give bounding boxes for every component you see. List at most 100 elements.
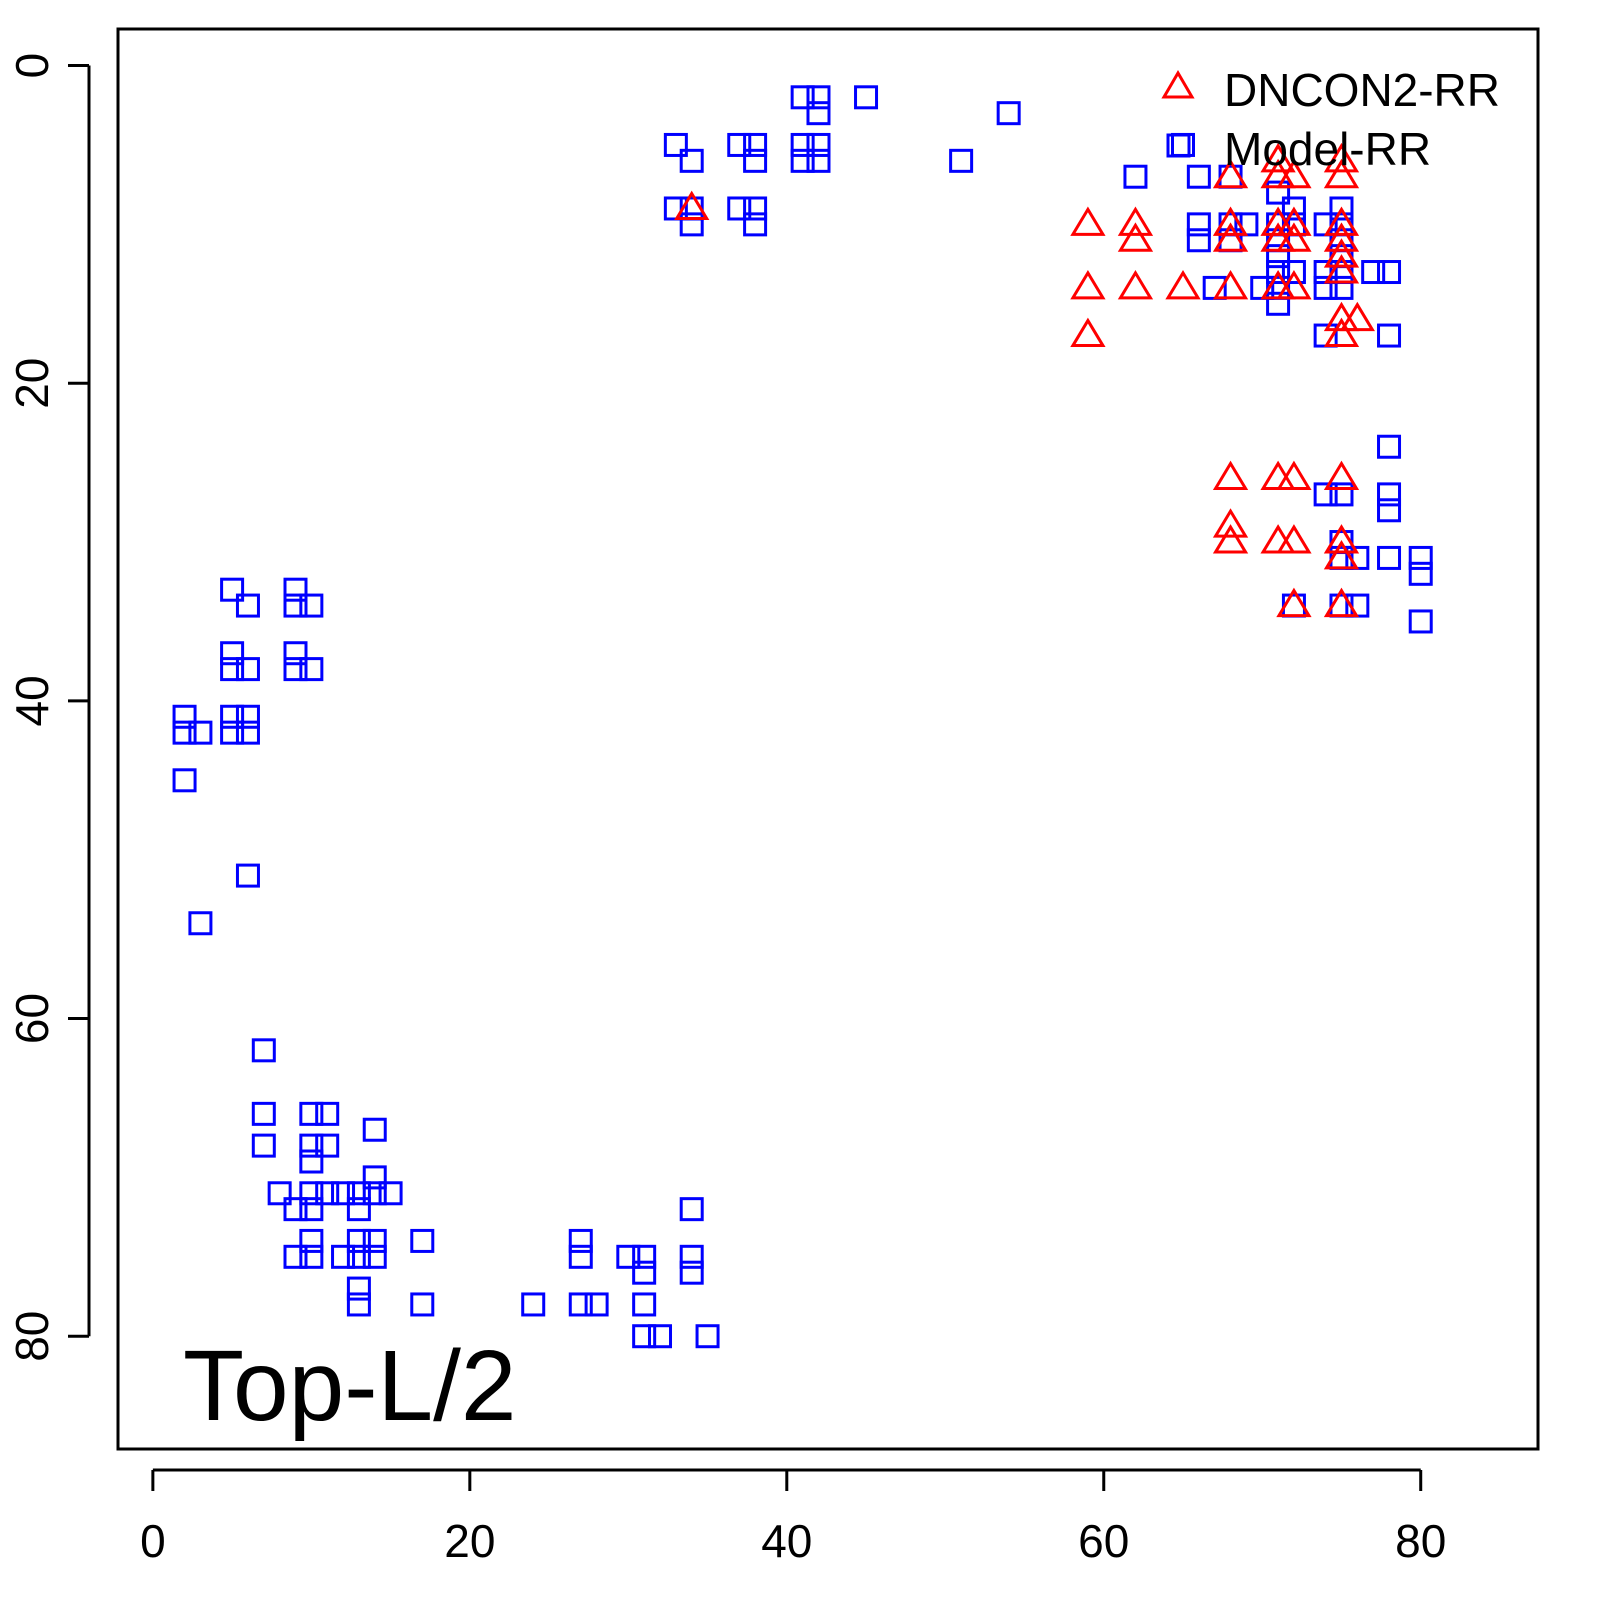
- point-model-rr: [346, 1276, 371, 1301]
- point-dncon2-rr: [1212, 460, 1249, 491]
- point-model-rr: [679, 1197, 704, 1222]
- point-dncon2-rr: [1323, 317, 1360, 348]
- point-model-rr: [727, 132, 752, 157]
- point-dncon2-rr: [1276, 158, 1312, 189]
- point-model-rr: [727, 196, 752, 221]
- point-model-rr: [1266, 291, 1291, 316]
- point-model-rr: [743, 212, 768, 237]
- point-model-rr: [806, 132, 831, 157]
- point-dncon2-rr: [1276, 460, 1312, 491]
- point-model-rr: [410, 1228, 435, 1253]
- point-model-rr: [283, 641, 308, 666]
- point-model-rr: [251, 1133, 276, 1158]
- point-model-rr: [315, 1101, 340, 1126]
- x-tick-label: 20: [444, 1515, 495, 1567]
- point-model-rr: [1377, 323, 1402, 348]
- point-model-rr: [188, 720, 213, 745]
- point-dncon2-rr: [1117, 269, 1154, 300]
- point-model-rr: [283, 593, 308, 618]
- x-tick-label: 0: [140, 1515, 166, 1567]
- point-dncon2-rr: [674, 190, 710, 220]
- point-model-rr: [1377, 260, 1402, 285]
- plot-box: [116, 27, 1540, 1451]
- point-model-rr: [251, 1038, 276, 1063]
- point-dncon2-rr: [1070, 206, 1106, 236]
- point-model-rr: [632, 1260, 657, 1285]
- point-dncon2-rr: [1276, 269, 1312, 300]
- point-model-rr: [362, 1165, 387, 1190]
- y-tick-label: 20: [6, 358, 58, 409]
- point-dncon2-rr: [1260, 142, 1296, 173]
- point-model-rr: [790, 85, 815, 110]
- point-model-rr: [568, 1292, 593, 1317]
- point-dncon2-rr: [1323, 158, 1360, 189]
- point-dncon2-rr: [1117, 206, 1154, 236]
- point-model-rr: [283, 1244, 308, 1269]
- point-model-rr: [220, 657, 245, 682]
- point-model-rr: [1266, 244, 1291, 269]
- point-model-rr: [362, 1228, 387, 1253]
- data-points: [172, 85, 1433, 1349]
- point-dncon2-rr: [1323, 587, 1360, 618]
- x-tick-label: 80: [1395, 1515, 1446, 1567]
- legend-label-model: Model-RR: [1224, 123, 1431, 175]
- panel-annotation: Top-L/2: [183, 1330, 517, 1442]
- point-model-rr: [220, 704, 245, 729]
- point-model-rr: [299, 593, 324, 618]
- point-model-rr: [315, 1181, 340, 1206]
- point-model-rr: [1313, 482, 1338, 507]
- x-tick-label: 60: [1078, 1515, 1129, 1567]
- point-dncon2-rr: [1323, 460, 1360, 491]
- point-model-rr: [235, 720, 260, 745]
- point-model-rr: [299, 1244, 324, 1269]
- point-model-rr: [663, 132, 688, 157]
- point-model-rr: [299, 1181, 324, 1206]
- point-model-rr: [1281, 196, 1306, 221]
- point-model-rr: [949, 148, 974, 173]
- point-model-rr: [1408, 561, 1433, 586]
- point-model-rr: [1408, 545, 1433, 570]
- y-tick-label: 0: [6, 53, 58, 79]
- point-model-rr: [283, 577, 308, 602]
- point-model-rr: [616, 1244, 641, 1269]
- legend-label-dncon2: DNCON2-RR: [1224, 64, 1500, 116]
- point-model-rr: [584, 1292, 609, 1317]
- y-tick-label: 80: [6, 1311, 58, 1362]
- point-dncon2-rr: [1323, 142, 1360, 173]
- point-model-rr: [679, 1260, 704, 1285]
- point-model-rr: [806, 85, 831, 110]
- point-model-rr: [188, 911, 213, 936]
- point-model-rr: [743, 132, 768, 157]
- point-dncon2-rr: [1323, 524, 1360, 554]
- y-tick-label: 40: [6, 675, 58, 726]
- point-dncon2-rr: [1323, 222, 1360, 252]
- point-model-rr: [299, 1197, 324, 1222]
- point-model-rr: [1377, 545, 1402, 570]
- point-dncon2-rr: [1212, 524, 1249, 554]
- point-model-rr: [299, 1149, 324, 1174]
- point-model-rr: [1361, 260, 1386, 285]
- point-model-rr: [632, 1244, 657, 1269]
- point-model-rr: [695, 1324, 720, 1349]
- point-model-rr: [679, 148, 704, 173]
- point-model-rr: [743, 196, 768, 221]
- point-model-rr: [1266, 260, 1291, 285]
- point-model-rr: [806, 148, 831, 173]
- point-model-rr: [679, 212, 704, 237]
- point-dncon2-rr: [1323, 540, 1360, 570]
- point-model-rr: [1329, 196, 1354, 221]
- point-model-rr: [1377, 482, 1402, 507]
- point-model-rr: [1329, 275, 1354, 300]
- point-model-rr: [1377, 498, 1402, 523]
- legend-triangle-icon: [1161, 70, 1195, 99]
- point-model-rr: [806, 101, 831, 126]
- point-model-rr: [267, 1181, 292, 1206]
- point-model-rr: [346, 1228, 371, 1253]
- point-model-rr: [362, 1181, 387, 1206]
- point-model-rr: [220, 720, 245, 745]
- point-model-rr: [172, 720, 197, 745]
- legend: DNCON2-RR Model-RR: [1161, 64, 1500, 175]
- point-model-rr: [315, 1133, 340, 1158]
- point-dncon2-rr: [1323, 254, 1360, 284]
- point-model-rr: [251, 1101, 276, 1126]
